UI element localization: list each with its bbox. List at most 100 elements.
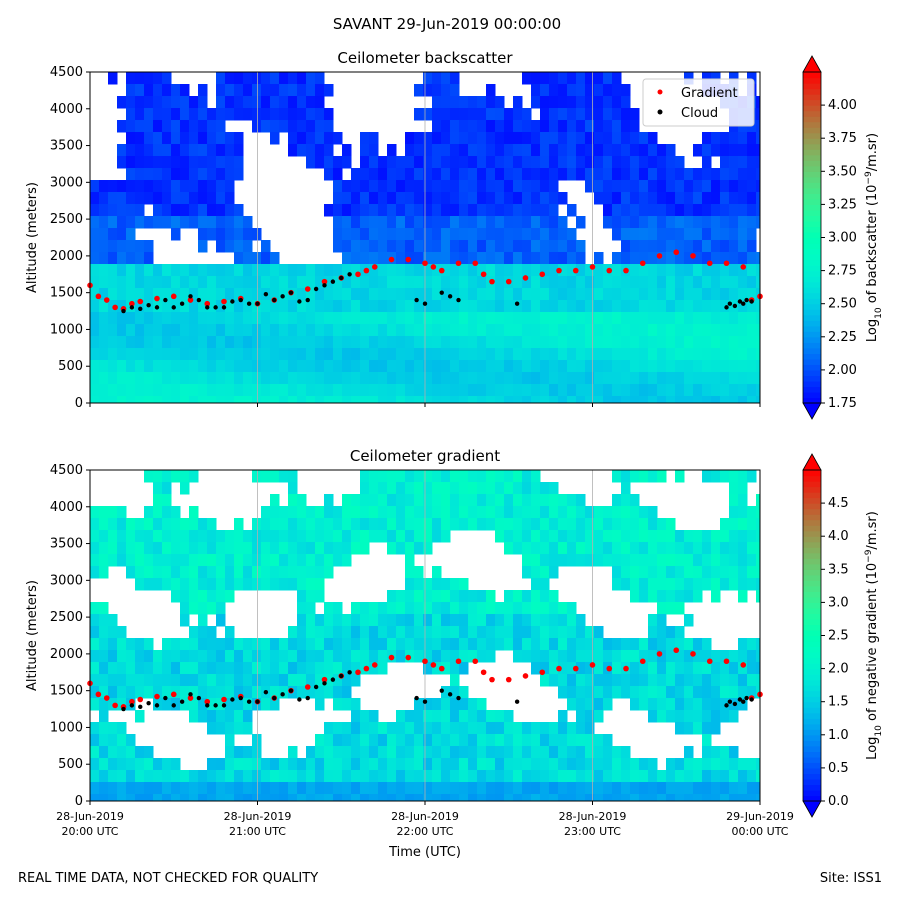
cloud-point [255,301,260,306]
gradient-point [430,662,437,668]
colorbar: 0.0 0.5 1.0 1.5 2.0 2.5 3.0 3.5 4.0 4.5 Log10 of n… [802,453,884,818]
colorbar-extend-min [802,402,822,420]
colorbar-extend-max [802,453,822,471]
colorbar-extend-max [802,55,822,73]
cloud-point [422,699,428,704]
series-cloud [121,272,754,314]
cloud-point [313,684,319,690]
cloud-point [414,695,419,701]
gradient-point [480,271,487,278]
gradient-point [137,298,144,305]
y-tick-label: 1000 [50,322,83,337]
colorbar-tick-label: 2.5 [828,629,849,644]
gradient-point [623,665,629,672]
gradient-point [430,264,437,270]
colorbar-label: Log10 of negative gradient (10−9/m.sr) [864,511,884,760]
y-tick-label: 3500 [50,139,83,154]
cloud-point [179,699,185,704]
gradient-point [371,662,378,668]
legend: Gradient Cloud [642,78,755,127]
gradient-point [363,665,370,672]
cloud-point [188,692,193,697]
x-tick-label-time: 20:00 UTC [61,825,118,838]
gradient-point [363,267,370,274]
gradient-point [154,693,160,700]
colorbar-tick-label: 1.75 [828,396,857,411]
cloud-point [724,703,729,708]
gradient-point [656,253,663,259]
gradient-point [472,260,479,267]
cloud-point [447,692,453,697]
panel-title: Ceilometer gradient [350,447,500,465]
x-tick-label-date: 28-Jun-2019 [391,810,459,823]
cloud-point [246,699,252,704]
x-tick-label-time: 00:00 UTC [731,825,788,838]
colorbar-extend-min [802,800,822,818]
gradient-point [690,253,696,259]
cloud-point [121,706,126,712]
cloud-point [322,283,327,288]
gradient-point [438,267,445,274]
gradient-point [103,297,110,303]
footer-quality-note: REAL TIME DATA, NOT CHECKED FOR QUALITY [18,871,318,886]
gradient-point [480,669,487,676]
cloud-point [263,689,269,695]
cloud-point [171,305,176,310]
gradient-point [623,267,629,274]
colorbar-tick-label: 2.25 [828,330,857,345]
cloud-point [238,695,243,701]
y-tick-label: 500 [58,359,83,374]
y-tick-label: 0 [75,794,83,809]
gradient-point [170,293,177,300]
colorbar-tick-label: 2.00 [828,363,857,378]
cloud-point [732,303,738,309]
heatmap-field [90,470,760,801]
cloud-point [255,699,260,704]
y-tick-label: 4000 [50,500,83,515]
y-tick-label: 1500 [50,684,83,699]
gradient-point [673,249,680,256]
gradient-point [129,698,135,705]
gradient-point [706,260,713,267]
cloud-point [280,294,285,299]
legend-marker-cloud [657,109,663,115]
cloud-point [171,703,176,708]
cloud-point [724,305,729,310]
cloud-point [439,290,444,295]
gradient-point [304,286,311,292]
cloud-point [330,677,336,682]
gradient-point [673,647,680,654]
colorbar-tick-label: 0.5 [828,761,849,776]
colorbar-tick-label: 3.75 [828,131,857,146]
cloud-point [213,305,218,310]
y-tick-label: 2500 [50,212,83,227]
y-tick-label: 3500 [50,537,83,552]
cloud-point [339,275,344,281]
gradient-point [740,264,747,270]
gradient-point [422,658,428,665]
y-axis-label: Altitude (meters) [25,580,40,691]
gradient-point [455,260,462,267]
gradient-point [572,665,579,672]
cloud-point [272,695,277,701]
gradient-point [137,696,144,703]
y-tick-label: 0 [75,396,83,411]
cloud-point [744,695,749,701]
gradient-point [355,271,361,278]
colorbar-tick-label: 0.0 [828,794,849,809]
gradient-point [723,260,730,267]
gradient-point [723,658,730,665]
series-gradient [87,249,763,312]
panel-title: Ceilometer backscatter [337,49,513,67]
cloud-point [288,290,294,295]
y-tick-label: 2000 [50,647,83,662]
colorbar-tick-label: 4.5 [828,496,849,511]
gradient-point [103,695,110,701]
cloud-point [230,697,235,702]
cloud-point [514,699,520,704]
gradient-point [388,256,395,263]
gradient-point [187,695,194,701]
cloud-point [456,297,461,303]
cloud-point [732,701,738,707]
